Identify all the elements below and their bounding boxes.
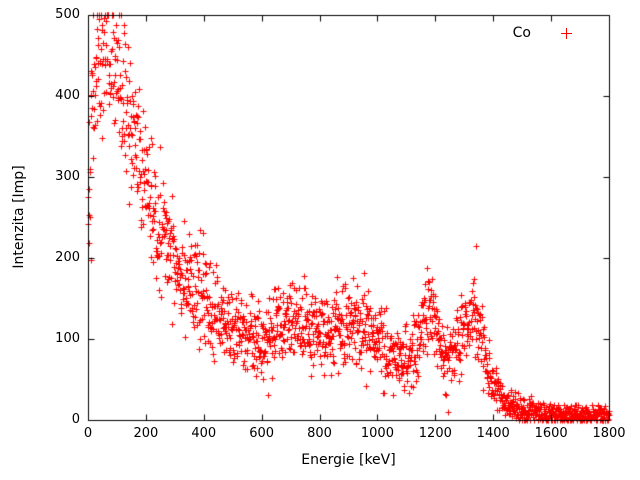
plus-marker-icon (561, 27, 572, 39)
x-axis-title: Energie [keV] (301, 452, 396, 468)
x-tick-label: 0 (83, 426, 93, 441)
x-tick-label: 200 (133, 426, 159, 441)
y-tick-label: 300 (55, 169, 80, 184)
legend: Co (470, 24, 572, 42)
x-tick-label: 800 (307, 426, 332, 441)
x-tick-label: 600 (249, 426, 275, 441)
x-tick-label: 1200 (418, 426, 452, 441)
y-tick-label: 100 (55, 331, 80, 346)
x-tick-label: 1400 (476, 426, 510, 441)
x-tick-label: 1000 (360, 426, 394, 441)
y-axis-title: Intenzita [Imp] (11, 165, 27, 269)
x-tick-label: 400 (191, 426, 217, 441)
y-tick-label: 400 (55, 88, 80, 103)
legend-label: Co (512, 25, 531, 41)
y-tick-label: 200 (55, 250, 80, 265)
x-tick-label: 1800 (592, 426, 626, 441)
y-tick-label: 500 (55, 7, 80, 22)
x-tick-label: 1600 (534, 426, 568, 441)
y-tick-label: 0 (71, 412, 80, 427)
